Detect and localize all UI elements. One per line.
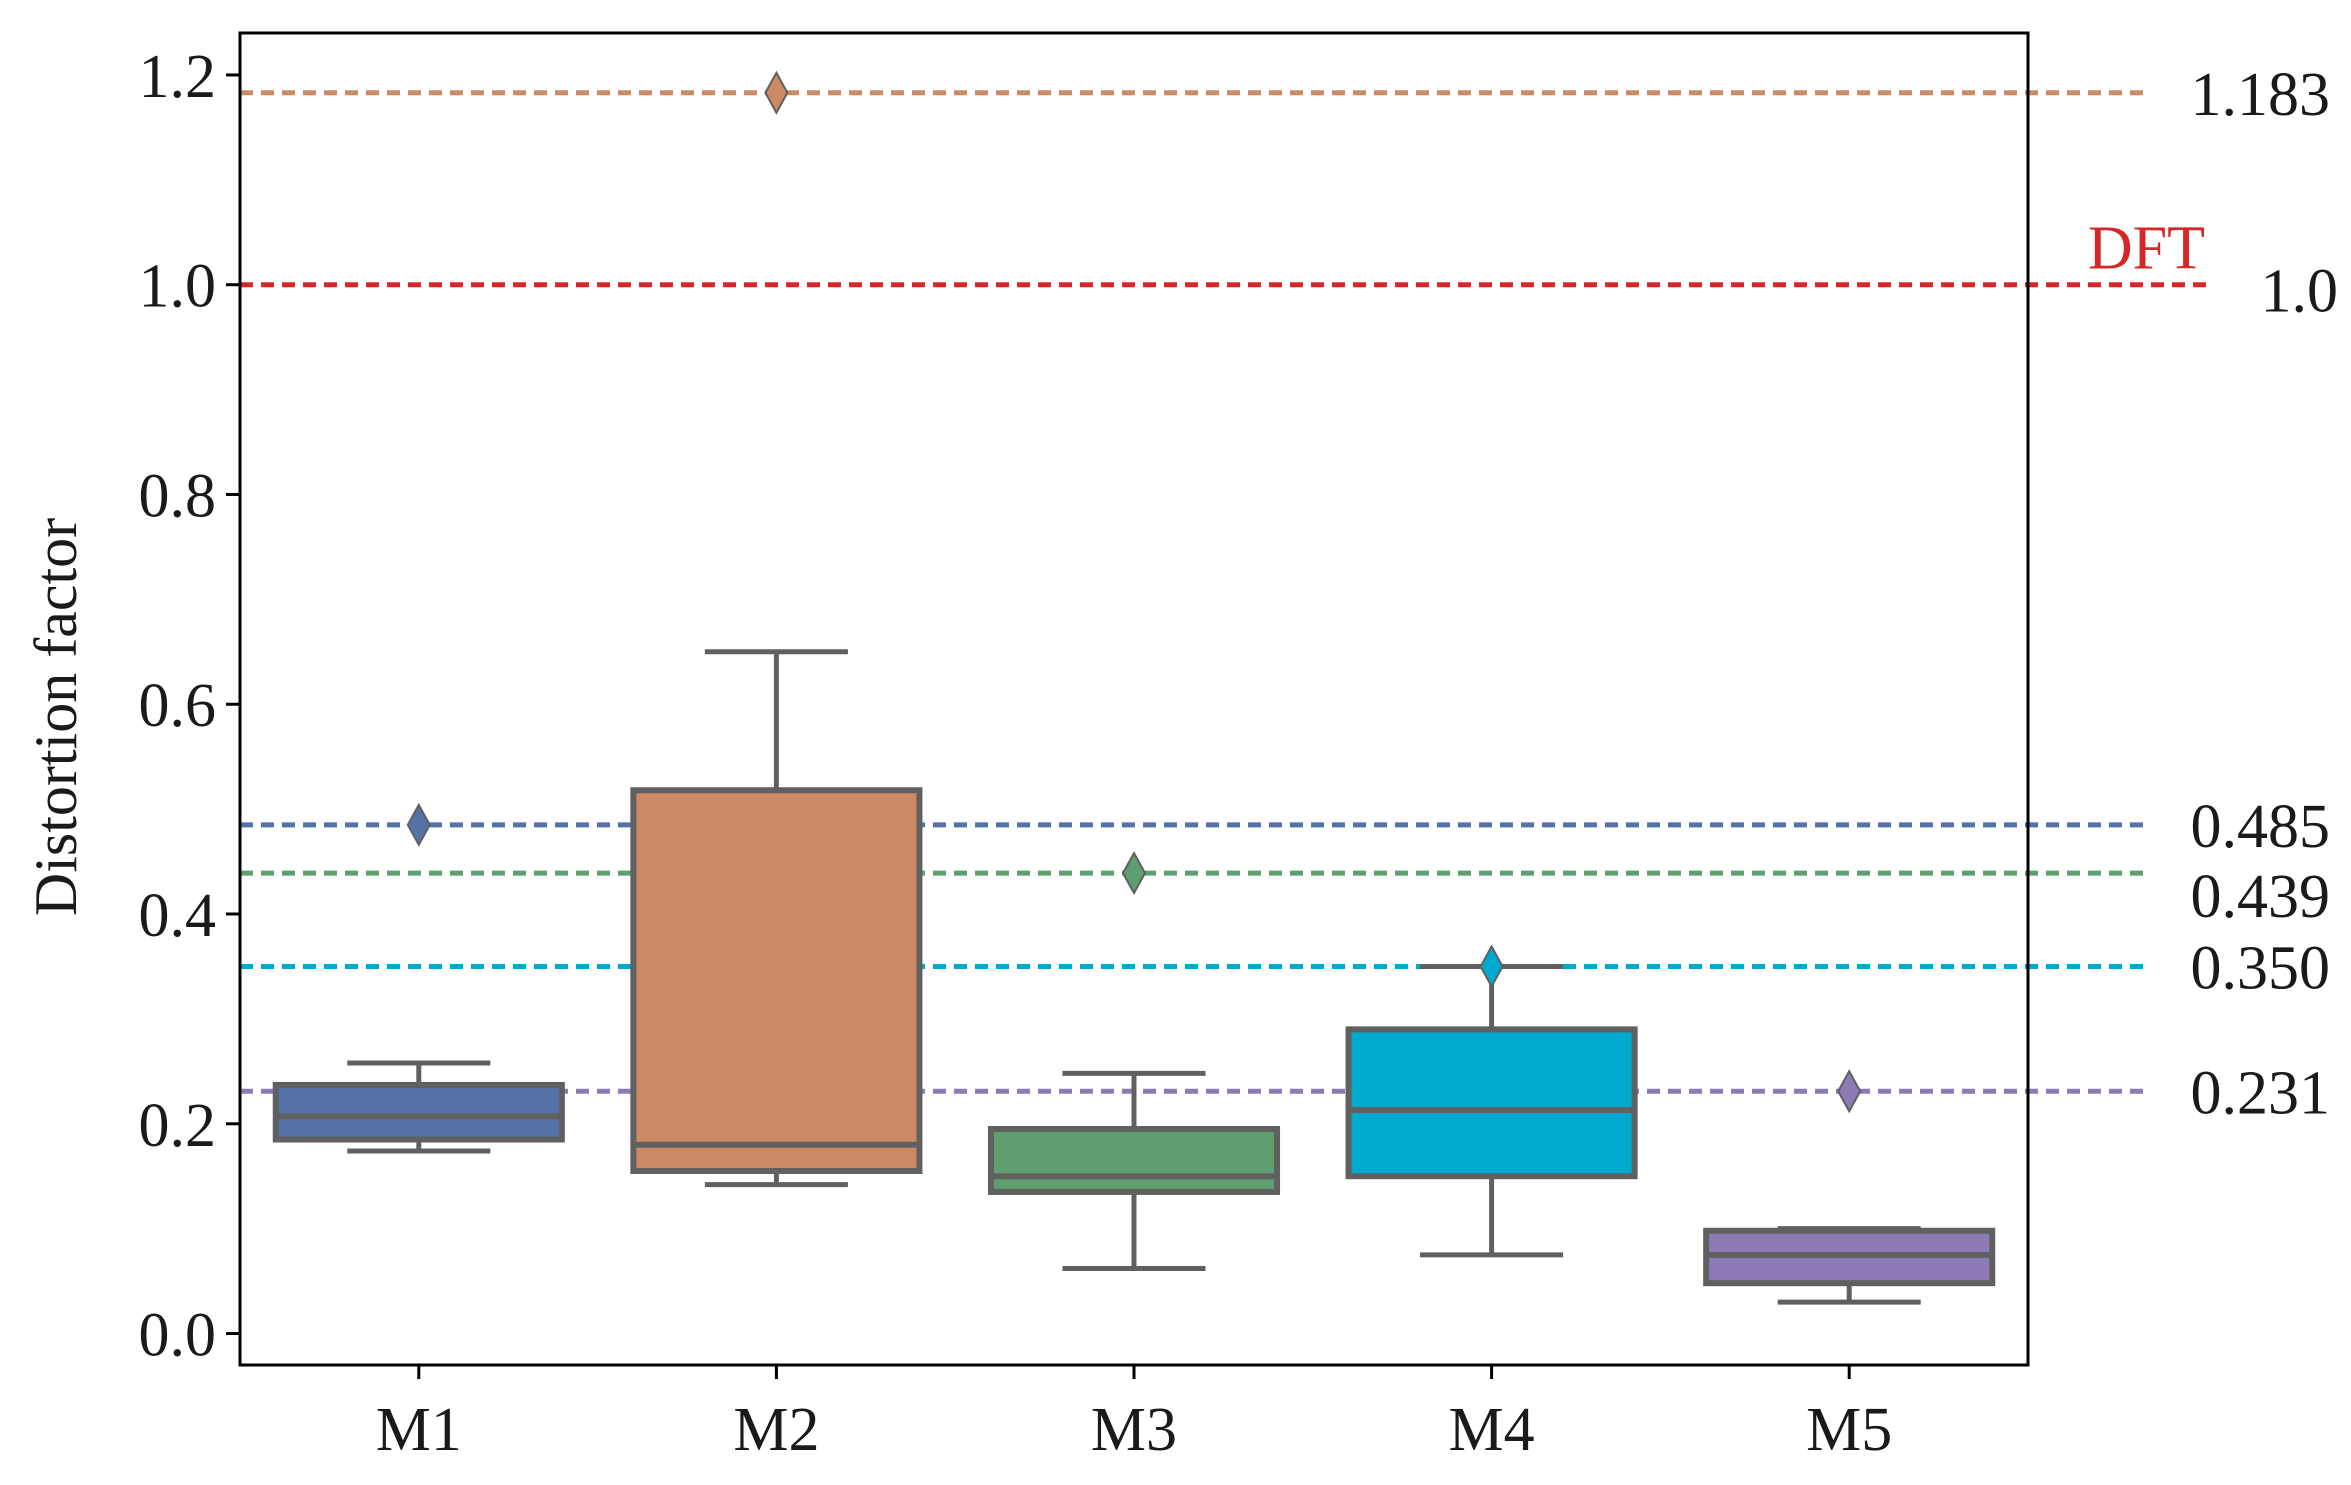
box-body (630, 787, 923, 1174)
dft-label: DFT (2088, 215, 2205, 283)
x-tick-label-M3: M3 (1091, 1396, 1177, 1464)
reference-value-label: 0.231 (2191, 1059, 2331, 1127)
y-tick-label: 1.2 (139, 43, 217, 111)
y-tick-label: 0.2 (139, 1092, 217, 1160)
y-tick-label: 0.0 (139, 1302, 217, 1370)
reference-value-label: 1.183 (2191, 61, 2331, 129)
reference-value-label: 1.0 (2261, 258, 2339, 326)
x-tick-label-M1: M1 (376, 1396, 462, 1464)
box-body (272, 1081, 565, 1143)
y-tick-label: 0.4 (139, 882, 217, 950)
y-tick-label: 1.0 (139, 253, 217, 321)
x-tick-label-M5: M5 (1806, 1396, 1892, 1464)
box-M5 (1703, 1226, 1996, 1305)
outlier-point (1121, 851, 1147, 896)
box-body (1345, 1026, 1638, 1180)
x-tick-label-M4: M4 (1449, 1396, 1535, 1464)
boxes (272, 649, 1996, 1305)
y-tick-label: 0.8 (139, 462, 217, 530)
box-M2 (630, 649, 923, 1188)
y-tick-label: 0.6 (139, 672, 217, 740)
reference-value-label: 0.350 (2191, 934, 2331, 1002)
box-M1 (272, 1060, 565, 1154)
box-M3 (987, 1070, 1281, 1272)
x-tick-label-M2: M2 (733, 1396, 819, 1464)
outlier-point (1837, 1069, 1862, 1114)
outlier-point (764, 70, 789, 115)
axis-ticks: 0.0 0.2 0.4 0.6 0.8 1.0 1.2 M1 M2 M3 M4 M5 (139, 43, 1893, 1464)
box-M4 (1345, 963, 1638, 1258)
box-body (987, 1126, 1281, 1195)
y-axis-title: Distortion factor (23, 518, 89, 916)
outlier-point (406, 802, 431, 847)
reference-value-label: 0.439 (2191, 863, 2331, 931)
outliers (406, 70, 1862, 1114)
reference-value-label: 0.485 (2191, 793, 2331, 861)
outlier-point (1479, 944, 1504, 989)
